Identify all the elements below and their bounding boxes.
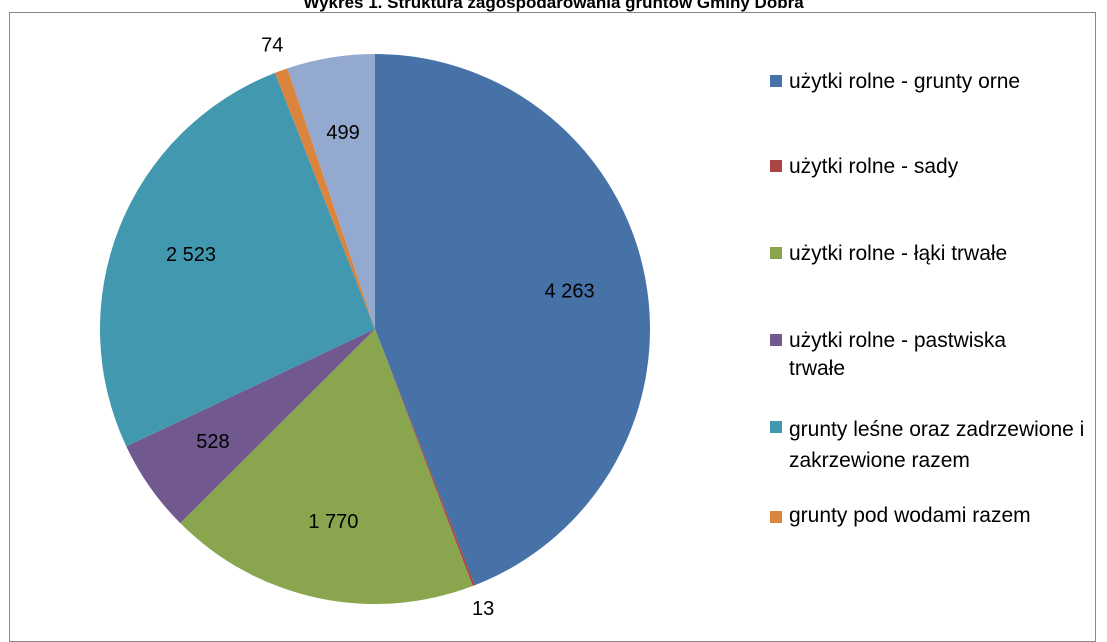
data-label-uzytki-rolne-grunty-orne: 4 263 <box>545 281 595 303</box>
pie-chart: 4 263 13 1 770 528 2 523 74 499 <box>100 34 651 620</box>
pie-slice-grunty-pod-wodami-razem <box>274 68 375 330</box>
pie-slice-uzytki-rolne-laki-trwale <box>180 329 473 604</box>
pie-slice-uzytki-rolne-sady <box>375 329 475 587</box>
pie-slice-unlabelled <box>287 54 375 329</box>
data-label-uzytki-rolne-sady: 13 <box>472 598 494 620</box>
data-label-grunty-pod-wodami-razem: 74 <box>261 34 283 56</box>
pie-slice-grunty-lesne-oraz-zadrzewione-i-zakrzewione-razem <box>100 72 375 447</box>
data-label-uzytki-rolne-pastwiska-trwale: 528 <box>196 431 229 453</box>
pie-slice-uzytki-rolne-grunty-orne <box>375 54 651 586</box>
pie-slice-uzytki-rolne-pastwiska-trwale <box>126 329 375 524</box>
data-label-unlabelled: 499 <box>326 122 359 144</box>
data-label-grunty-lesne-oraz-zadrzewione-i-zakrzewione-razem: 2 523 <box>166 244 216 266</box>
chart-title: Wykres 1. Struktura zagospodarowania gru… <box>303 0 804 12</box>
data-label-uzytki-rolne-laki-trwale: 1 770 <box>308 511 358 533</box>
